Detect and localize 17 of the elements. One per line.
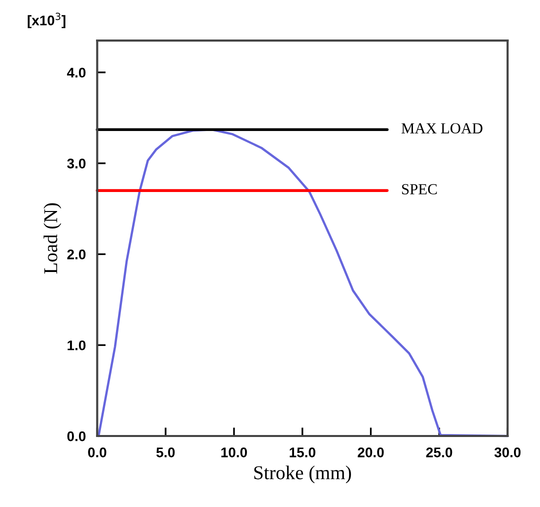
y-tick-label: 0.0 — [67, 431, 86, 442]
text: [x10$^{3}$] — [28, 12, 66, 28]
x-tick-label: 30.0 — [494, 448, 521, 458]
series-label: SPEC — [402, 184, 437, 194]
y-tick-label: 4.0 — [66, 68, 86, 78]
x-tick-label: 5.0 — [156, 448, 175, 458]
y-tick-label: 2.0 — [67, 250, 86, 260]
x-tick-label: 25.0 — [426, 448, 452, 458]
x-tick-label: 15.0 — [290, 448, 316, 458]
y-axis-title: Load (N) — [44, 203, 62, 274]
x-tick-label: 0.0 — [88, 448, 106, 458]
x-tick-label: 20.0 — [358, 448, 384, 458]
y-tick-label: 3.0 — [67, 158, 86, 168]
x-axis-title: Stroke (mm) — [254, 466, 351, 484]
x-tick-label: 10.0 — [221, 448, 247, 458]
y-tick-label: 1.0 — [68, 340, 86, 350]
series-label: MAX LOAD — [402, 123, 482, 134]
